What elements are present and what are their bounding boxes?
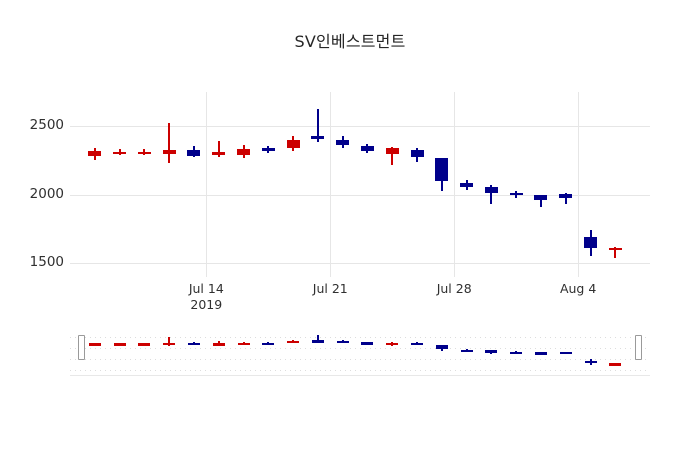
x-tick-year-label: 2019 (190, 297, 223, 312)
candle-body (460, 183, 474, 187)
candle-body (88, 150, 102, 157)
candle-body (410, 149, 424, 158)
range-candle-body (212, 343, 225, 346)
range-candle-body (361, 342, 374, 345)
y-tick-label: 2500 (29, 117, 64, 134)
range-candle-body (485, 350, 498, 353)
x-gridline (330, 92, 332, 277)
range-candle-body (237, 342, 250, 346)
candle-body (608, 248, 622, 250)
range-candle-body (262, 342, 275, 346)
candle-body (336, 139, 350, 146)
plot-area[interactable] (70, 92, 650, 277)
range-candle-body (609, 363, 622, 366)
x-tick-label: Jul 21 (312, 281, 348, 296)
range-candle-body (559, 351, 572, 355)
range-candle-body (336, 340, 349, 344)
range-candle-body (88, 343, 101, 346)
range-slider-dot-row (70, 370, 650, 371)
candle-wick (168, 122, 171, 164)
y-gridline (70, 194, 650, 196)
range-slider-dot-row (70, 337, 650, 338)
x-tick-label: Jul 28 (436, 281, 472, 296)
range-candle-body (584, 360, 597, 364)
y-gridline (70, 126, 650, 128)
range-candle-body (187, 342, 200, 346)
y-tick-label: 1500 (29, 254, 64, 271)
range-candle-body (287, 340, 300, 344)
candle-body (311, 135, 325, 140)
range-candle-body (138, 343, 151, 346)
range-candle-body (311, 340, 324, 343)
x-gridline (206, 92, 208, 277)
range-candle-body (460, 349, 473, 353)
x-tick-label: Jul 14 (188, 281, 224, 296)
candle-body (559, 194, 573, 199)
y-tick-label: 2000 (29, 185, 64, 202)
candle-wick (564, 193, 567, 205)
range-candle-body (411, 342, 423, 346)
range-start-handle[interactable] (78, 335, 85, 360)
range-candle-body (113, 343, 126, 346)
x-tick-label: Aug 4 (559, 281, 597, 296)
candle-body (286, 139, 300, 149)
candle-body (162, 149, 176, 154)
candle-body (261, 148, 275, 151)
candle-body (534, 195, 548, 201)
range-candle-body (163, 342, 176, 346)
range-candle-wick (217, 340, 220, 345)
range-candle-body (534, 352, 547, 355)
range-slider-dot-row (70, 359, 650, 360)
candle-wick (539, 194, 542, 208)
range-slider[interactable] (70, 327, 650, 376)
candle-body (237, 148, 250, 156)
chart-title: SV인베스트먼트 (294, 32, 406, 51)
candle-wick (217, 140, 220, 158)
candle-body (187, 149, 201, 156)
candle-wick (490, 184, 493, 205)
candle-body (584, 237, 597, 249)
candle-body (435, 158, 449, 182)
candle-body (385, 148, 399, 155)
candle-body (113, 151, 127, 154)
range-candle-body (435, 344, 448, 350)
candle-body (509, 193, 523, 196)
candle-wick (391, 146, 394, 166)
range-candle-wick (168, 337, 171, 346)
candle-body (360, 146, 374, 151)
candle-wick (614, 246, 617, 258)
range-end-handle[interactable] (635, 335, 642, 360)
range-candle-body (510, 351, 523, 355)
range-slider-dot-row (70, 348, 650, 349)
range-candle-body (386, 342, 399, 346)
x-gridline (578, 92, 580, 277)
candle-body (137, 151, 151, 154)
candle-body (484, 186, 498, 194)
candle-body (212, 152, 226, 156)
y-gridline (70, 263, 650, 265)
x-gridline (454, 92, 456, 277)
range-candle-wick (316, 334, 319, 342)
candle-wick (316, 109, 319, 142)
